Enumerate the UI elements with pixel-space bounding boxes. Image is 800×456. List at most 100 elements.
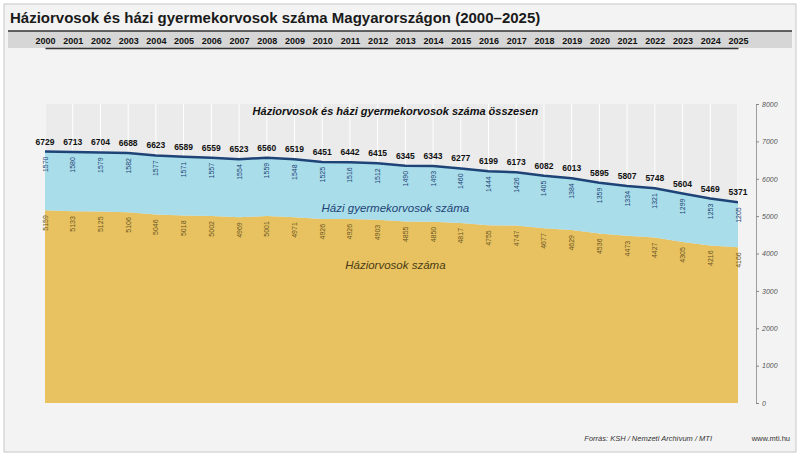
data-label: 4473 [624,241,631,257]
data-label: 5748 [645,173,664,183]
chart-title: Háziorvosok és házi gyermekorvosok száma… [10,9,540,26]
data-label: 1580 [69,157,76,173]
y-tick-mark [756,104,759,105]
data-label: 1321 [651,193,658,209]
y-tick-mark [756,328,759,329]
x-tick: 2014 [424,36,444,48]
data-label: 5469 [701,184,720,194]
data-label: 6415 [368,148,387,158]
x-tick: 2016 [479,36,499,48]
data-label: 6560 [257,143,276,153]
data-label: 6199 [479,156,498,166]
background [0,0,800,456]
x-tick-label: 2010 [313,36,333,46]
x-tick: 2011 [341,36,361,48]
y-tick-label: 6000 [762,175,778,182]
data-label: 1525 [319,167,326,183]
year-band [8,31,792,48]
data-label: 4755 [485,230,492,246]
data-label: 4166 [735,252,742,268]
x-tick: 2002 [91,36,111,48]
x-tick-label: 2021 [618,36,638,46]
x-tick: 2019 [562,36,582,48]
y-tick-mark [756,141,759,142]
x-tick-label: 2018 [534,36,554,46]
data-label: 1516 [346,167,353,183]
y-tick-mark [756,403,759,404]
data-label: 1557 [208,163,215,179]
x-tick: 2020 [590,36,610,48]
y-tick: 6000 [756,175,778,182]
y-tick-mark [756,254,759,255]
data-label: 1559 [263,163,270,179]
data-label: 4903 [374,225,381,241]
y-tick: 7000 [756,138,778,145]
data-label: 6013 [562,163,581,173]
data-label: 1444 [485,176,492,192]
x-tick-label: 2014 [424,36,444,46]
x-tick-label: 2012 [368,36,388,46]
y-tick: 2000 [756,325,778,332]
x-tick-label: 2019 [562,36,582,46]
x-tick: 2003 [119,36,139,48]
x-tick: 2025 [728,36,748,48]
data-label: 6589 [174,142,193,152]
x-tick: 2012 [368,36,388,48]
data-label: 4926 [346,224,353,240]
data-label: 4677 [540,233,547,249]
data-label: 1299 [679,198,686,214]
data-label: 5807 [618,171,637,181]
data-label: 6688 [119,138,138,148]
series-label: Háziorvosok és házi gyermekorvosok száma… [253,105,539,117]
area [45,152,738,248]
data-label: 4855 [402,226,409,242]
x-tick-label: 2006 [202,36,222,46]
data-label: 6623 [146,140,165,150]
x-tick-label: 2005 [174,36,194,46]
x-tick: 2009 [285,36,305,48]
x-tick-label: 2007 [230,36,250,46]
data-label: 6345 [396,151,415,161]
data-label: 6729 [36,137,55,147]
labels: 5159513351255106504650185002496950014971… [36,105,748,271]
data-label: 5001 [263,221,270,237]
data-label: 1548 [291,164,298,180]
y-tick-mark [756,291,759,292]
x-tick-label: 2008 [257,36,277,46]
x-tick-label: 2011 [341,36,361,46]
data-label: 4969 [236,222,243,238]
year-band-border [8,30,792,32]
data-label: 1426 [513,177,520,193]
data-label: 4926 [319,224,326,240]
x-tick: 2001 [63,36,83,48]
data-label: 1577 [152,160,159,176]
data-label: 5895 [590,168,609,178]
data-label: 6559 [202,143,221,153]
data-label: 6082 [534,161,553,171]
x-tick: 2010 [313,36,333,48]
credit: www.mti.hu [751,434,790,443]
data-label: 5159 [42,215,49,231]
chart-svg: Háziorvosok és házi gyermekorvosok száma… [0,0,800,456]
data-label: 6442 [340,147,359,157]
data-label: 1405 [540,181,547,197]
data-label: 6713 [63,137,82,147]
y-tick-label: 7000 [762,138,778,145]
data-label: 6704 [91,137,110,147]
y-tick: 1000 [756,362,778,369]
y-tick-label: 0 [762,400,766,407]
x-tick: 2021 [618,36,638,48]
data-label: 4427 [651,242,658,258]
data-label: 1460 [457,173,464,189]
x-tick: 2017 [507,36,527,48]
x-tick-label: 2000 [35,36,55,46]
series-label: Háziorvosok száma [345,259,445,271]
x-tick: 2005 [174,36,194,48]
y-tick-mark [756,179,759,180]
x-tick-label: 2004 [146,36,166,46]
data-label: 1571 [180,162,187,178]
x-tick: 2022 [645,36,665,48]
data-label: 5002 [208,221,215,237]
area [45,210,738,403]
data-label: 4305 [679,247,686,263]
